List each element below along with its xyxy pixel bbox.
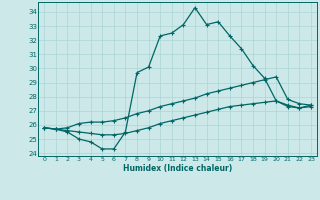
X-axis label: Humidex (Indice chaleur): Humidex (Indice chaleur) — [123, 164, 232, 173]
